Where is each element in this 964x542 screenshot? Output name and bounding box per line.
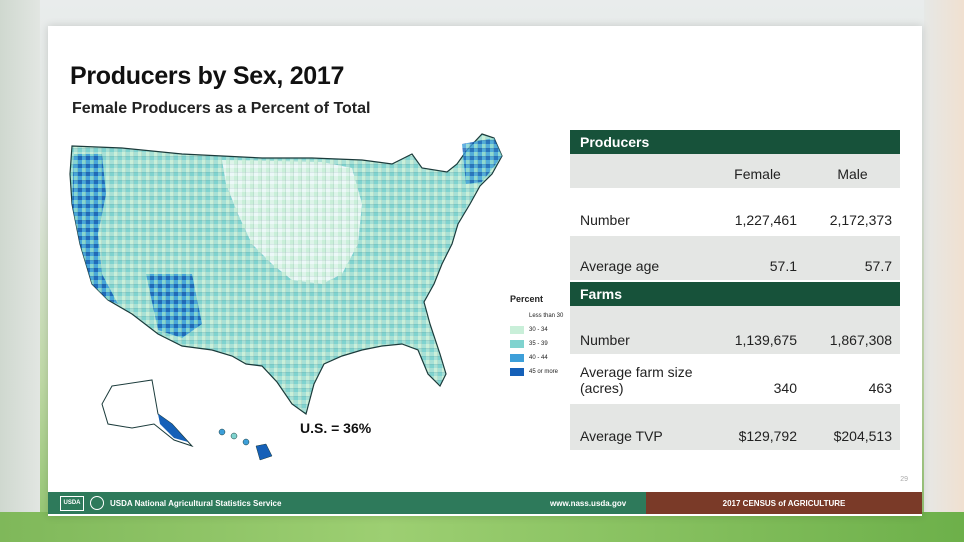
male-value: 463 [868,380,892,396]
legend-item: 45 or more [510,365,580,379]
female-value: 340 [773,380,797,396]
female-value: 57.1 [769,258,797,274]
farms-header: Farms [570,282,900,306]
usda-logo: USDA [60,495,84,511]
table-row: Average farm size (acres) 340 463 [570,356,900,404]
nass-seal-icon [90,496,104,510]
row-label: Average farm size (acres) [580,364,693,396]
legend-label: Less than 30 [529,313,564,319]
male-value: $204,513 [833,428,892,444]
background-left [0,0,40,542]
map-legend: Percent Less than 30 30 - 34 35 - 39 40 … [510,294,580,379]
slide-subtitle: Female Producers as a Percent of Total [72,100,371,117]
footer-census: 2017 CENSUS of AGRICULTURE [646,492,922,514]
table-row: Number 1,227,461 2,172,373 [570,190,900,236]
footer-left: USDA USDA National Agricultural Statisti… [48,492,646,514]
slide: Producers by Sex, 2017 Female Producers … [48,26,922,516]
hawaii [218,428,273,461]
background-right [924,0,964,542]
row-label: Average age [580,258,660,274]
table-row: Average TVP $129,792 $204,513 [570,404,900,452]
footer-bar: USDA USDA National Agricultural Statisti… [48,492,922,514]
male-value: 57.7 [864,258,892,274]
row-label: Number [580,332,630,348]
legend-label: 35 - 39 [529,341,548,347]
legend-label: 45 or more [529,369,559,375]
legend-swatch [510,368,524,376]
footer-agency: USDA National Agricultural Statistics Se… [110,498,282,508]
producers-header: Producers [570,130,900,154]
male-value: 2,172,373 [829,212,892,228]
legend-label: 40 - 44 [529,355,548,361]
column-header-row: Female Male [570,154,900,190]
male-value: 1,867,308 [829,332,892,348]
slide-title: Producers by Sex, 2017 [70,62,345,90]
us-county-map [69,133,503,461]
legend-item: 30 - 34 [510,323,580,337]
legend-swatch [510,354,524,362]
female-value: 1,227,461 [734,212,797,228]
legend-swatch [510,340,524,348]
legend-item: 40 - 44 [510,351,580,365]
female-value: $129,792 [738,428,797,444]
legend-swatch [510,312,524,320]
us-total-note: U.S. = 36% [300,420,372,436]
table-row: Average age 57.1 57.7 [570,236,900,282]
footer-url[interactable]: www.nass.usda.gov [550,498,627,508]
page-number: 29 [900,476,908,483]
background-bottom [0,512,964,542]
row-label: Average TVP [580,428,663,444]
column-header-male: Male [837,166,868,182]
table-row: Number 1,139,675 1,867,308 [570,306,900,356]
female-value: 1,139,675 [734,332,797,348]
column-header-female: Female [734,166,781,182]
legend-label: 30 - 34 [529,327,548,333]
legend-item: 35 - 39 [510,337,580,351]
producers-table: Producers Female Male Number 1,227,461 2… [570,130,900,452]
legend-swatch [510,326,524,334]
row-label: Number [580,212,630,228]
legend-title: Percent [510,294,544,304]
legend-item: Less than 30 [510,309,580,323]
column-header-blank [570,182,710,188]
